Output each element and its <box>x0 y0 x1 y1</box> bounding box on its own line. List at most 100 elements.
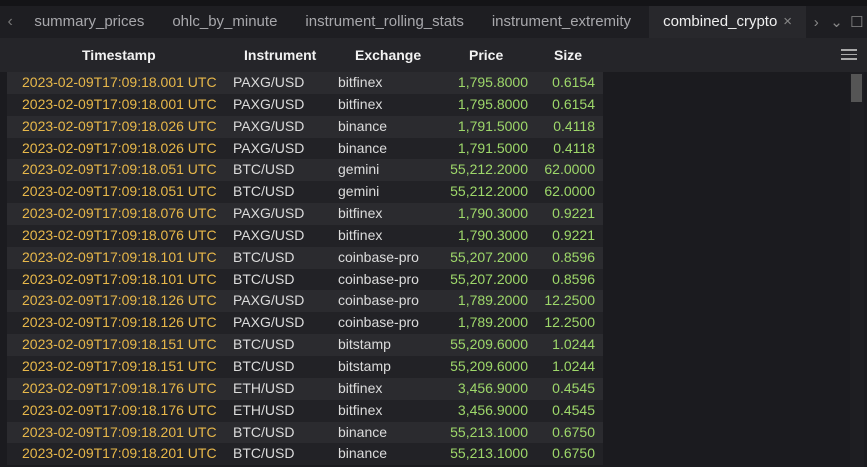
size-cell: 12.2500 <box>544 314 595 331</box>
table-row[interactable]: 2023-02-09T17:09:18.076 UTC PAXG/USD bitfi… <box>7 224 603 247</box>
price-cell: 55,212.2000 <box>450 161 528 178</box>
table-row[interactable]: 2023-02-09T17:09:18.026 UTC PAXG/USD binan… <box>7 115 603 138</box>
exchange-cell: coinbase-pro <box>338 314 419 331</box>
instrument-cell: BTC/USD <box>233 183 295 200</box>
tab-summary-prices[interactable]: summary_prices <box>34 13 145 30</box>
instrument-cell: BTC/USD <box>233 270 295 287</box>
instrument-cell: BTC/USD <box>233 336 295 353</box>
table-row[interactable]: 2023-02-09T17:09:18.151 UTC BTC/USD bitsta… <box>7 355 603 378</box>
table-row[interactable]: 2023-02-09T17:09:18.051 UTC BTC/USD gemini… <box>7 181 603 204</box>
exchange-cell: binance <box>338 445 388 462</box>
timestamp-cell: 2023-02-09T17:09:18.001 UTC <box>22 74 217 90</box>
tab-instrument-rolling-stats[interactable]: instrument_rolling_stats <box>305 13 464 30</box>
price-cell: 55,207.2000 <box>450 270 528 287</box>
price-cell: 1,789.2000 <box>457 314 528 331</box>
exchange-cell: bitfinex <box>338 226 383 243</box>
size-cell: 0.9221 <box>552 205 595 222</box>
size-cell: 0.4545 <box>552 379 595 396</box>
table-row[interactable]: 2023-02-09T17:09:18.101 UTC BTC/USD coinba… <box>7 246 603 269</box>
close-icon[interactable]: × <box>783 13 793 30</box>
timestamp-cell: 2023-02-09T17:09:18.201 UTC <box>22 423 217 440</box>
tab-ohlc-by-minute[interactable]: ohlc_by_minute <box>172 13 278 30</box>
exchange-cell: coinbase-pro <box>338 292 419 309</box>
timestamp-cell: 2023-02-09T17:09:18.001 UTC <box>22 95 217 112</box>
column-header-exchange[interactable]: Exchange <box>355 47 422 63</box>
table-row[interactable]: 2023-02-09T17:09:18.051 UTC BTC/USD gemini… <box>7 159 603 182</box>
exchange-cell: gemini <box>338 161 380 178</box>
timestamp-cell: 2023-02-09T17:09:18.151 UTC <box>22 357 217 374</box>
tab-scroll-left-button[interactable]: ‹ <box>7 13 13 30</box>
table-row[interactable]: 2023-02-09T17:09:18.201 UTC BTC/USD binanc… <box>7 421 603 444</box>
size-cell: 0.8596 <box>552 248 595 265</box>
timestamp-cell: 2023-02-09T17:09:18.101 UTC <box>22 248 217 265</box>
column-header-size[interactable]: Size <box>554 47 583 63</box>
hamburger-menu-icon[interactable] <box>841 46 857 63</box>
size-cell: 0.6750 <box>552 423 595 440</box>
tab-label: combined_crypto <box>663 13 778 30</box>
exchange-cell: bitfinex <box>338 401 383 418</box>
scrollbar-thumb[interactable] <box>851 74 862 102</box>
exchange-cell: bitstamp <box>338 357 391 374</box>
price-cell: 1,791.5000 <box>457 117 528 134</box>
tab-scroll-right-button[interactable]: › <box>813 13 819 31</box>
data-grid: 2023-02-09T17:09:18.001 UTC PAXG/USD bitfi… <box>7 72 603 466</box>
column-header-price[interactable]: Price <box>469 47 504 63</box>
timestamp-cell: 2023-02-09T17:09:18.076 UTC <box>22 205 217 222</box>
instrument-cell: ETH/USD <box>233 379 295 396</box>
table-row[interactable]: 2023-02-09T17:09:18.076 UTC PAXG/USD bitfi… <box>7 203 603 225</box>
exchange-cell: bitfinex <box>338 379 383 396</box>
price-cell: 55,213.1000 <box>450 445 528 462</box>
size-cell: 0.9221 <box>552 226 595 243</box>
tab-instrument-extremity[interactable]: instrument_extremity <box>491 13 632 30</box>
price-cell: 1,789.2000 <box>457 292 528 309</box>
table-row[interactable]: 2023-02-09T17:09:18.026 UTC PAXG/USD binan… <box>7 137 603 160</box>
maximize-icon[interactable]: ☐ <box>850 14 864 31</box>
instrument-cell: PAXG/USD <box>233 95 305 112</box>
table-row[interactable]: 2023-02-09T17:09:18.101 UTC BTC/USD coinba… <box>7 268 603 291</box>
instrument-cell: BTC/USD <box>233 357 295 374</box>
timestamp-cell: 2023-02-09T17:09:18.076 UTC <box>22 226 217 243</box>
table-row[interactable]: 2023-02-09T17:09:18.201 UTC BTC/USD binanc… <box>7 443 603 466</box>
vertical-scrollbar[interactable] <box>850 72 864 467</box>
exchange-cell: gemini <box>338 183 380 200</box>
chevron-down-icon[interactable]: ⌄ <box>830 14 843 31</box>
window-top-strip <box>0 0 867 6</box>
table-row[interactable]: 2023-02-09T17:09:18.001 UTC PAXG/USD bitfi… <box>7 93 603 116</box>
tab-combined-crypto[interactable]: combined_crypto × <box>649 6 807 38</box>
instrument-cell: PAXG/USD <box>233 314 305 331</box>
size-cell: 0.6154 <box>552 74 595 90</box>
timestamp-cell: 2023-02-09T17:09:18.051 UTC <box>22 161 217 178</box>
table-row[interactable]: 2023-02-09T17:09:18.176 UTC ETH/USD bitfin… <box>7 399 603 422</box>
size-cell: 1.0244 <box>552 336 595 353</box>
price-cell: 55,207.2000 <box>450 248 528 265</box>
table-row[interactable]: 2023-02-09T17:09:18.176 UTC ETH/USD bitfin… <box>7 377 603 400</box>
price-cell: 1,795.8000 <box>457 95 528 112</box>
exchange-cell: binance <box>338 139 388 156</box>
size-cell: 0.4118 <box>553 139 595 156</box>
timestamp-cell: 2023-02-09T17:09:18.126 UTC <box>22 292 217 309</box>
instrument-cell: PAXG/USD <box>233 117 305 134</box>
price-cell: 1,790.3000 <box>457 205 528 222</box>
column-header-instrument[interactable]: Instrument <box>244 47 317 63</box>
price-cell: 55,209.6000 <box>450 336 528 353</box>
table-row[interactable]: 2023-02-09T17:09:18.126 UTC PAXG/USD coinb… <box>7 290 603 313</box>
table-row[interactable]: 2023-02-09T17:09:18.151 UTC BTC/USD bitsta… <box>7 334 603 356</box>
exchange-cell: binance <box>338 117 388 134</box>
table-row[interactable]: 2023-02-09T17:09:18.001 UTC PAXG/USD bitfi… <box>7 72 603 94</box>
timestamp-cell: 2023-02-09T17:09:18.126 UTC <box>22 314 217 331</box>
price-cell: 55,213.1000 <box>450 423 528 440</box>
price-cell: 55,212.2000 <box>450 183 528 200</box>
exchange-cell: coinbase-pro <box>338 248 419 265</box>
price-cell: 55,209.6000 <box>450 357 528 374</box>
tab-bar: ‹ summary_prices ohlc_by_minute instrume… <box>0 6 867 38</box>
timestamp-cell: 2023-02-09T17:09:18.026 UTC <box>22 139 217 156</box>
table-row[interactable]: 2023-02-09T17:09:18.126 UTC PAXG/USD coinb… <box>7 312 603 335</box>
instrument-cell: PAXG/USD <box>233 139 305 156</box>
price-cell: 3,456.9000 <box>457 401 528 418</box>
size-cell: 0.6154 <box>552 95 595 112</box>
size-cell: 62.0000 <box>544 183 595 200</box>
column-header-timestamp[interactable]: Timestamp <box>82 47 156 63</box>
exchange-cell: bitstamp <box>338 336 391 353</box>
timestamp-cell: 2023-02-09T17:09:18.101 UTC <box>22 270 217 287</box>
timestamp-cell: 2023-02-09T17:09:18.051 UTC <box>22 183 217 200</box>
